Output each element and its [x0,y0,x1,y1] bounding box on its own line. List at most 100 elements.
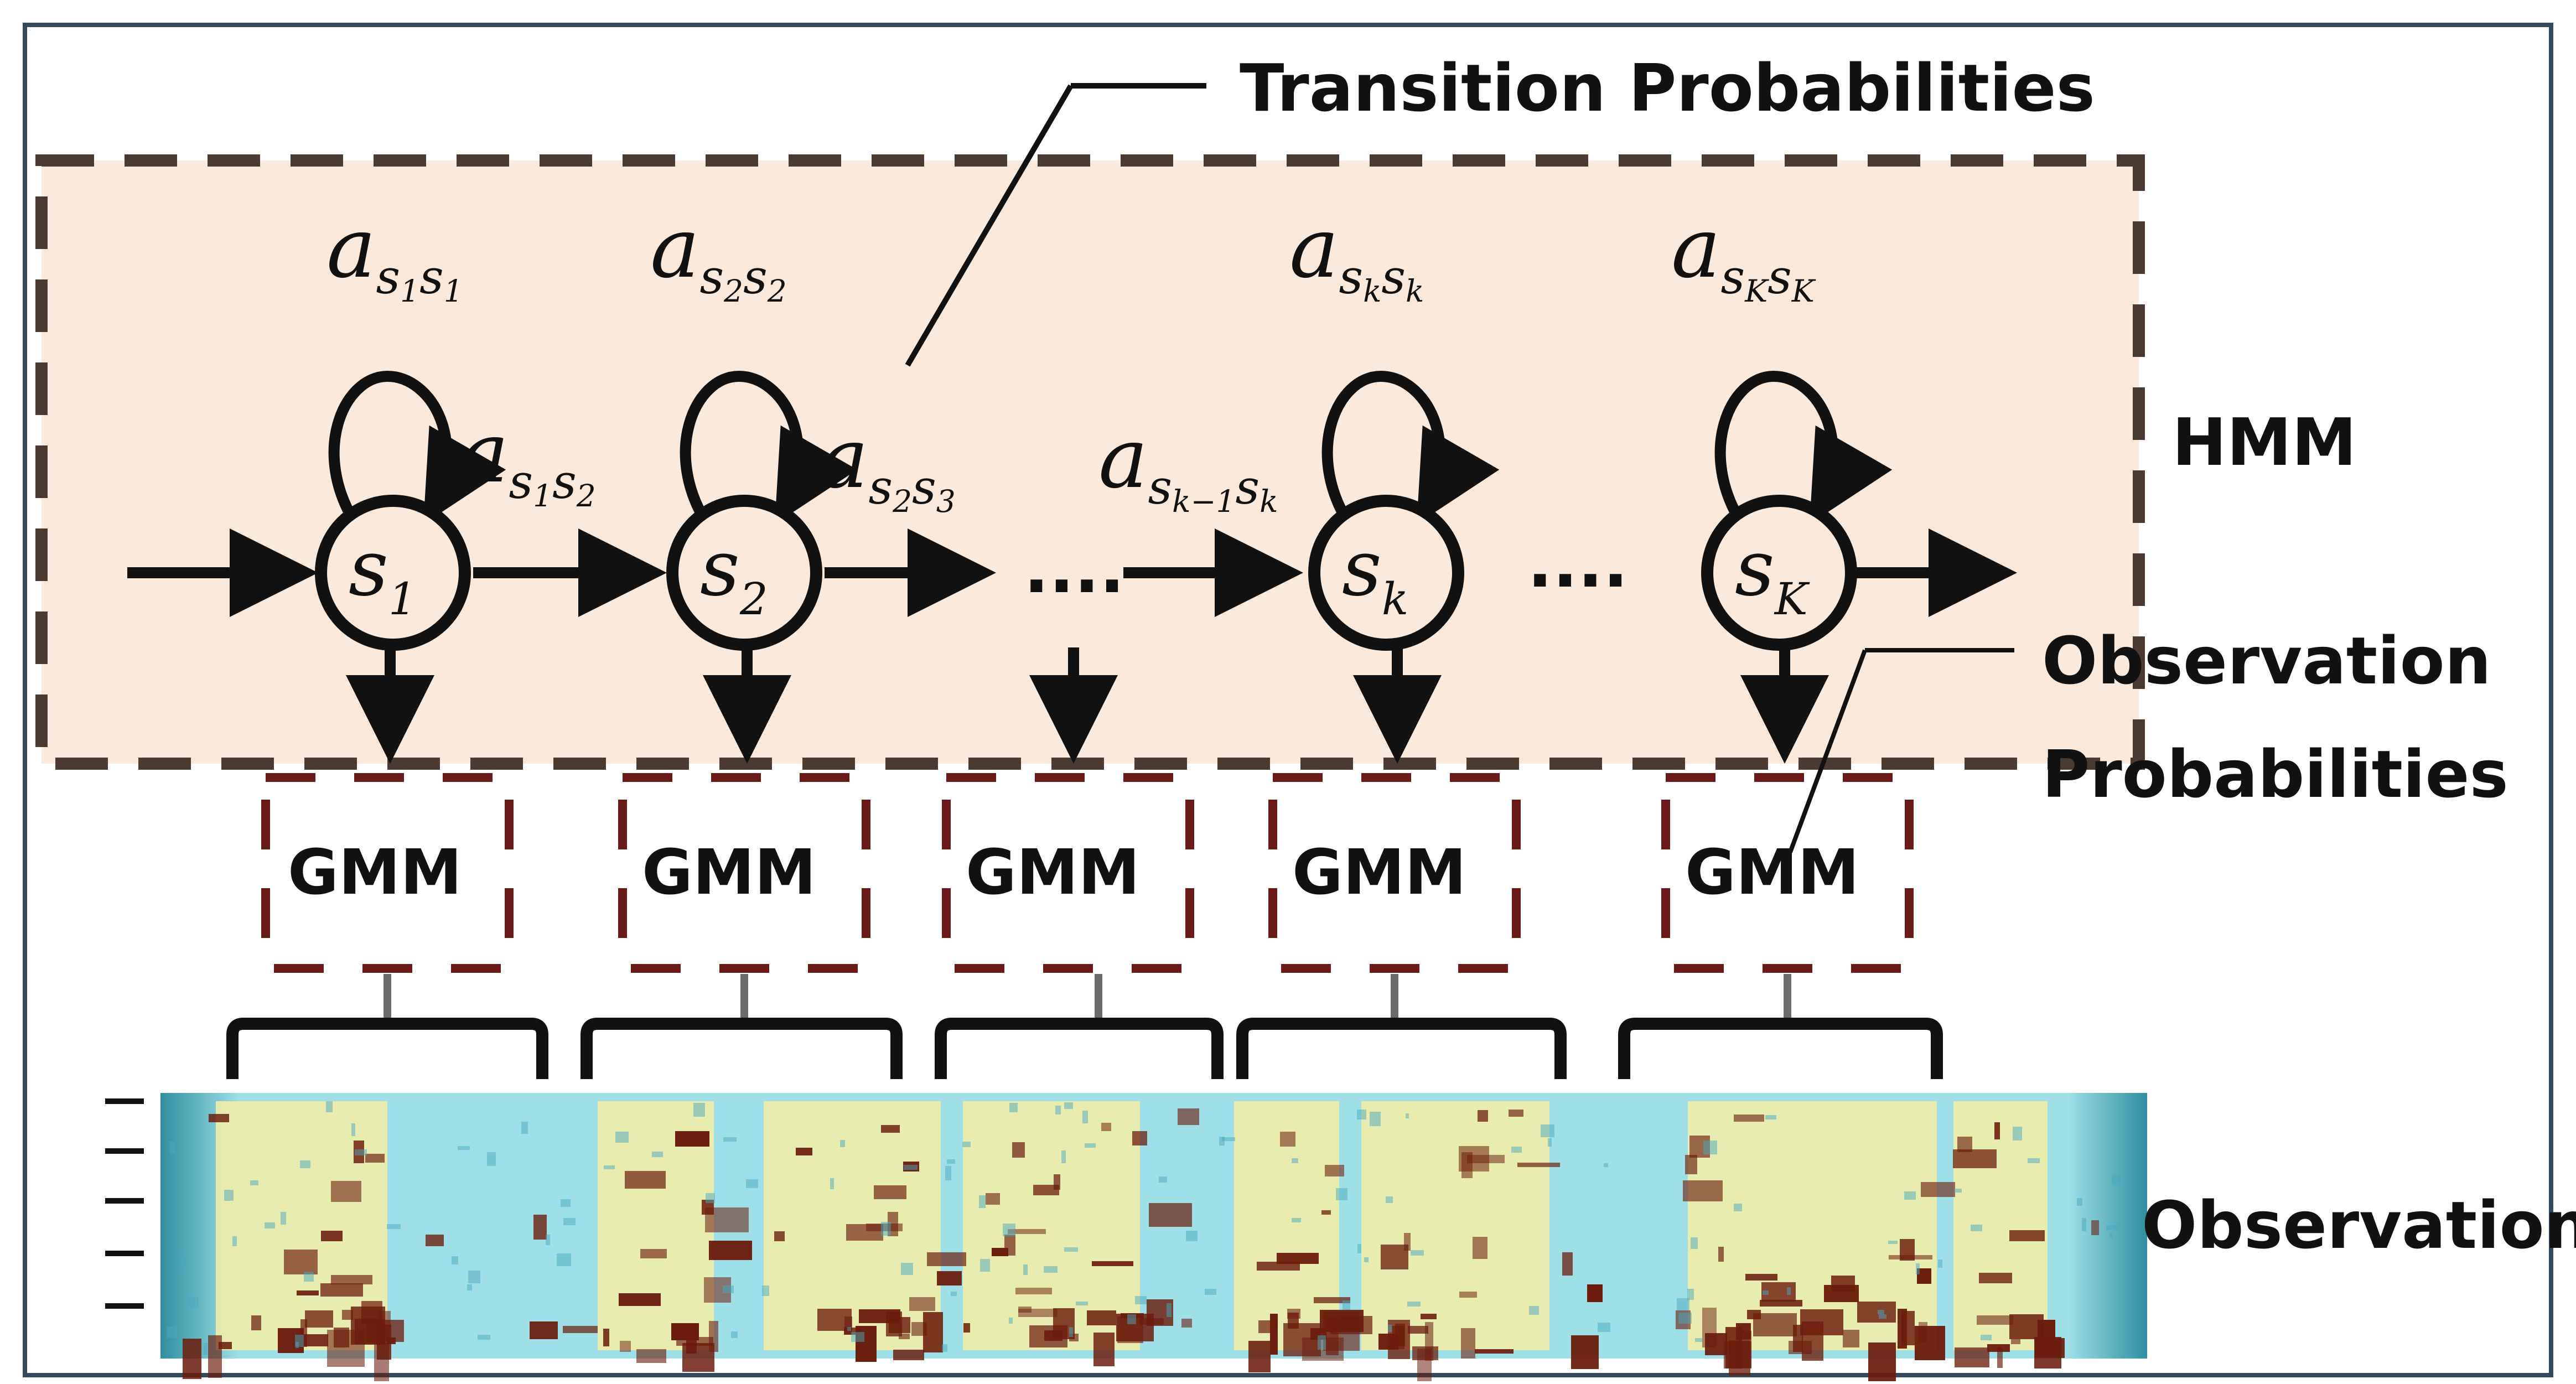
spectrogram-noise-mark [1971,1225,1982,1231]
spectrogram-energy-mark [774,1231,785,1241]
spectrogram-noise-mark [1357,1110,1366,1119]
spectrogram-energy-mark [305,1310,333,1328]
spectrogram-noise-mark [1127,1314,1136,1324]
spectrogram-noise-mark [881,1222,891,1236]
spectrogram-noise-mark [1981,1335,1992,1340]
dots-middle: .... [1024,531,1124,608]
state-circle-s2 [666,495,822,651]
spectrogram-noise-mark [652,1152,663,1157]
gmm-box-1: GMM [261,773,514,973]
spectrogram-energy-mark [2009,1230,2045,1241]
spectrogram-energy-mark [1901,1311,1915,1345]
spectrogram-noise-mark [1186,1231,1198,1241]
spectrogram-energy-mark [1915,1326,1945,1360]
spectrogram-energy-mark [636,1349,666,1363]
spectrogram-noise-mark [1364,1257,1369,1262]
spectrogram-energy-mark [909,1297,935,1311]
spectrogram-energy-mark [620,1341,631,1352]
spectrogram-energy-mark [911,1322,927,1336]
spectrogram-noise-mark [1003,1224,1015,1236]
spectrogram-noise-mark [1159,1176,1167,1183]
spectrogram-noise-mark [1135,1296,1147,1304]
spectrogram-noise-mark [1076,1302,1088,1305]
spectrogram-noise-mark [1082,1111,1088,1123]
spectrogram-energy-mark [251,1315,261,1330]
spectrogram-energy-mark [1248,1341,1271,1372]
state-label-s2: s2 [700,523,768,625]
spectrogram-noise-mark [945,1166,951,1180]
spectrogram-noise-mark [1787,1287,1791,1295]
spectrogram-noise-mark [1318,1335,1326,1350]
spectrogram-texture [167,1101,2121,1384]
state-label-sK: sK [1735,523,1810,625]
self-transition-aKK: asKsK [1671,200,1816,309]
spectrogram-energy-mark [1562,1252,1573,1276]
spectrogram-energy-mark [1280,1132,1295,1147]
spectrogram-noise-mark [2013,1127,2022,1141]
spectrogram-noise-mark [1691,1237,1698,1249]
spectrogram-noise-mark [546,1235,550,1245]
spectrogram-noise-mark [1205,1289,1216,1295]
state-circle-s1 [315,495,471,651]
spectrogram-band [1361,1101,1549,1350]
spectrogram-energy-mark [893,1350,924,1360]
spectrogram-noise-mark [947,1159,955,1164]
spectrogram-energy-mark [881,1125,900,1133]
spectrogram-noise-mark [561,1199,571,1207]
spectrogram-energy-mark [2034,1337,2061,1369]
spectrogram-energy-mark [1702,1308,1717,1347]
spectrogram-noise-mark [169,1141,175,1154]
spectrogram-noise-mark [830,1178,834,1189]
forward-transition-ak-1k: ask−1sk [1098,411,1278,519]
spectrogram-noise-mark [901,1263,913,1275]
forward-transition-a12: as1s2 [459,405,596,514]
spectrogram-noise-mark [1222,1137,1235,1141]
spectrogram-energy-mark [1473,1237,1487,1259]
spectrogram-energy-mark [208,1335,222,1378]
spectrogram-energy-mark [1033,1185,1059,1195]
spectrogram-energy-mark [1029,1325,1067,1347]
spectrogram-energy-mark [1325,1165,1344,1176]
spectrogram-noise-mark [1336,1188,1347,1200]
spectrogram-energy-mark [874,1185,906,1199]
spectrogram-energy-mark [2011,1339,2020,1344]
spectrogram-energy-mark [1132,1131,1147,1145]
spectrogram-noise-mark [840,1140,845,1147]
spectrogram-noise-mark [723,1285,734,1293]
spectrogram-noise-mark [304,1272,314,1282]
spectrogram-noise-mark [847,1327,851,1331]
spectrogram-noise-mark [1703,1141,1717,1154]
spectrogram-energy-mark [209,1114,229,1122]
spectrogram-noise-mark [167,1326,177,1338]
gmm-box-border-4 [1268,773,1521,973]
spectrogram-energy-mark [1955,1347,1989,1367]
spectrogram-noise-mark [1292,1158,1298,1163]
spectrogram-noise-mark [2077,1198,2082,1206]
spectrogram-energy-mark [1257,1262,1300,1271]
spectrogram-noise-mark [467,1284,472,1290]
spectrogram-energy-mark [1517,1163,1560,1167]
spectrogram-energy-mark [1760,1300,1802,1307]
spectrogram-energy-mark [671,1323,699,1340]
spectrogram-noise-mark [2028,1158,2040,1163]
spectrogram-noise-mark [1069,1327,1073,1337]
self-loop-s1 [328,370,506,529]
spectrogram-noise-mark [731,1331,738,1338]
spectrogram-energy-mark [899,1334,910,1339]
spectrogram-noise-mark [1357,1244,1361,1253]
spectrogram-noise-mark [1529,1306,1539,1315]
spectrogram-noise-mark [563,1218,576,1225]
spectrogram-energy-mark [331,1275,372,1284]
spectrogram-noise-mark [468,1271,480,1283]
observation-probabilities-label-line1: Observation [2042,623,2491,699]
gmm-label-5: GMM [1685,837,1859,909]
spectrogram-energy-mark [1258,1320,1278,1333]
spectrogram-noise-mark [1055,1106,1061,1115]
spectrogram-noise-mark [2106,1225,2118,1230]
spectrogram-noise-mark [615,1132,629,1143]
spectrogram-noise-mark [478,1335,490,1340]
spectrogram-energy-mark [1718,1247,1724,1262]
state-label-sk: sk [1342,523,1408,625]
state-circle-sK [1701,495,1857,651]
spectrogram-energy-mark [1018,1307,1032,1313]
